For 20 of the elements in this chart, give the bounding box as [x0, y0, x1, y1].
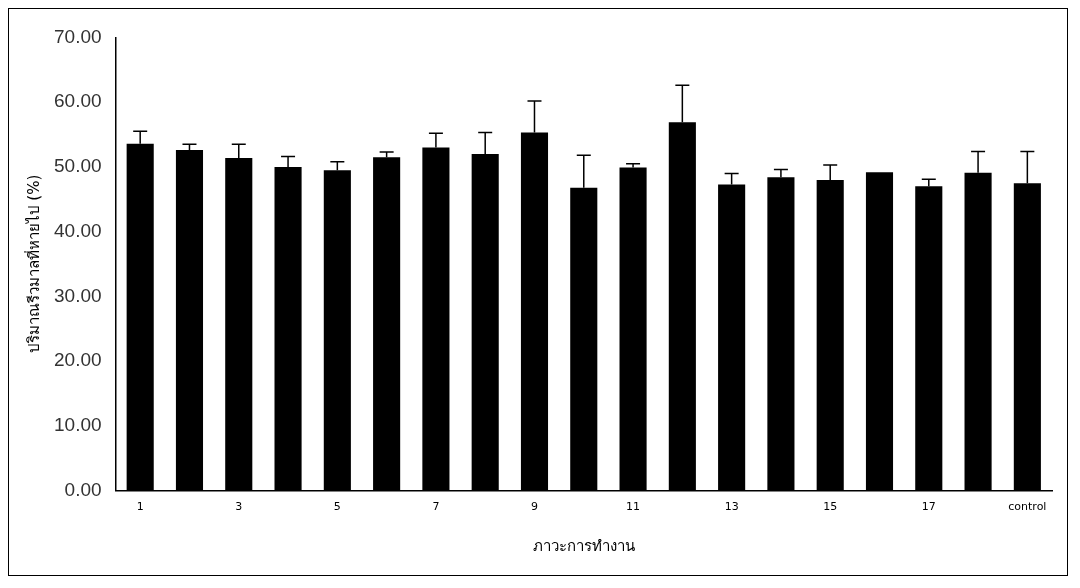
x-tick-label: 15: [823, 500, 838, 514]
x-tick-label: 9: [530, 500, 538, 514]
x-axis-title: ภาวะการทำงาน: [532, 536, 635, 555]
y-tick-label: 50.00: [54, 155, 102, 177]
x-tick-label: 13: [724, 500, 739, 514]
y-tick-label: 10.00: [54, 414, 102, 436]
y-tick-label: 30.00: [54, 284, 102, 306]
y-tick-label: 60.00: [54, 90, 102, 112]
y-axis-title: ปริมาณรีวมาลที่หายไป (%): [22, 174, 43, 354]
y-tick-label: 40.00: [54, 219, 102, 241]
x-tick-label: 3: [235, 500, 243, 514]
y-tick-label: 20.00: [54, 349, 102, 371]
x-tick-label: control: [1008, 500, 1047, 514]
x-tick-label: 1: [136, 500, 144, 514]
x-tick-label: 7: [432, 500, 440, 514]
y-tick-label: 70.00: [54, 25, 102, 47]
y-tick-label: 0.00: [64, 479, 102, 501]
x-tick-label: 5: [333, 500, 341, 514]
x-tick-label: 11: [626, 500, 641, 514]
x-tick-label: 17: [921, 500, 936, 514]
